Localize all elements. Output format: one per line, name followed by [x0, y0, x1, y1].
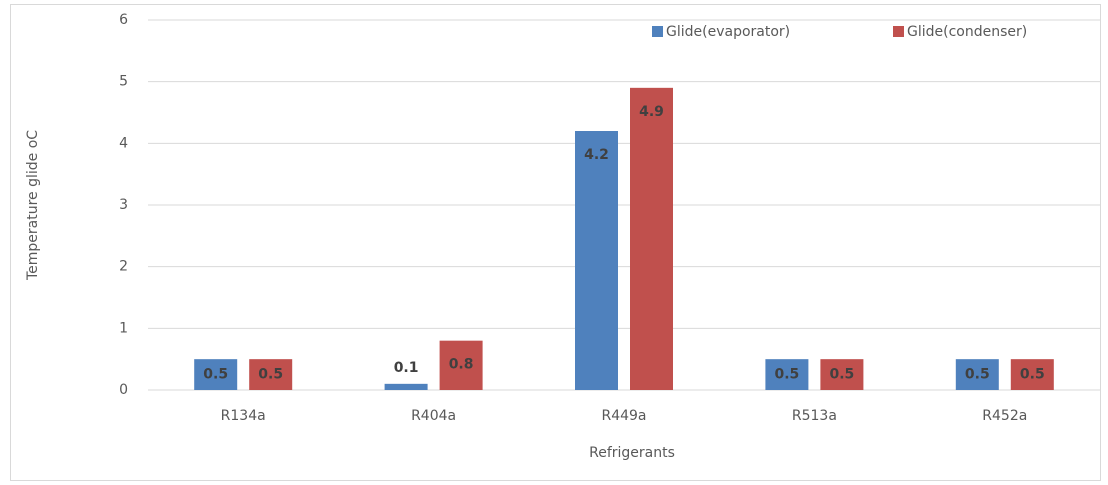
bar [249, 359, 293, 390]
y-axis-label: Temperature glide oC [25, 130, 41, 281]
bar [575, 131, 618, 390]
data-label: 4.2 [584, 147, 609, 163]
y-tick-label: 2 [119, 259, 128, 275]
bar [439, 340, 483, 390]
data-label: 0.5 [829, 367, 854, 383]
x-tick-label: R452a [982, 408, 1027, 424]
data-label: 4.9 [639, 104, 664, 120]
legend-swatch [652, 26, 663, 37]
data-label: 0.5 [965, 367, 990, 383]
data-label: 0.1 [394, 360, 419, 376]
bar [765, 359, 809, 390]
bar [1010, 359, 1054, 390]
data-label: 0.5 [258, 367, 283, 383]
legend-swatch [893, 26, 904, 37]
data-label: 0.5 [203, 367, 228, 383]
legend-label: Glide(condenser) [907, 24, 1027, 40]
x-tick-label: R404a [411, 408, 456, 424]
y-tick-label: 5 [119, 74, 128, 90]
y-tick-label: 0 [119, 382, 128, 398]
chart-border [10, 4, 1101, 481]
y-tick-label: 4 [119, 135, 128, 151]
x-axis-label: Refrigerants [589, 445, 675, 461]
legend-label: Glide(evaporator) [666, 24, 790, 40]
bar [955, 359, 999, 390]
x-tick-label: R513a [792, 408, 837, 424]
y-tick-label: 1 [119, 320, 128, 336]
bar [820, 359, 864, 390]
x-tick-label: R134a [221, 408, 266, 424]
bar [194, 359, 238, 390]
data-label: 0.5 [1020, 367, 1045, 383]
data-label: 0.5 [774, 367, 799, 383]
y-tick-label: 6 [119, 12, 128, 28]
y-tick-label: 3 [119, 197, 128, 213]
data-label: 0.8 [449, 357, 474, 373]
x-tick-label: R449a [601, 408, 646, 424]
bar [630, 87, 673, 390]
bar [384, 383, 428, 390]
